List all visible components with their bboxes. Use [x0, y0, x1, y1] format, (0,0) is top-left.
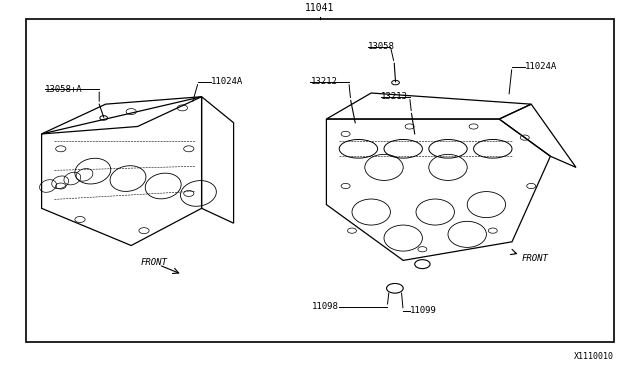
Text: 13058+A: 13058+A — [45, 85, 83, 94]
Text: 11099: 11099 — [410, 306, 436, 315]
Text: 13058: 13058 — [368, 42, 395, 51]
Text: 13212: 13212 — [310, 77, 337, 86]
Text: 11098: 11098 — [312, 302, 339, 311]
Text: FRONT: FRONT — [141, 258, 168, 267]
Text: 13213: 13213 — [381, 92, 408, 101]
Text: 11024A: 11024A — [211, 77, 243, 86]
Text: 11041: 11041 — [305, 3, 335, 13]
Text: FRONT: FRONT — [522, 254, 548, 263]
Bar — [26, 19, 614, 342]
Text: 11024A: 11024A — [525, 62, 557, 71]
Text: X1110010: X1110010 — [575, 352, 614, 361]
